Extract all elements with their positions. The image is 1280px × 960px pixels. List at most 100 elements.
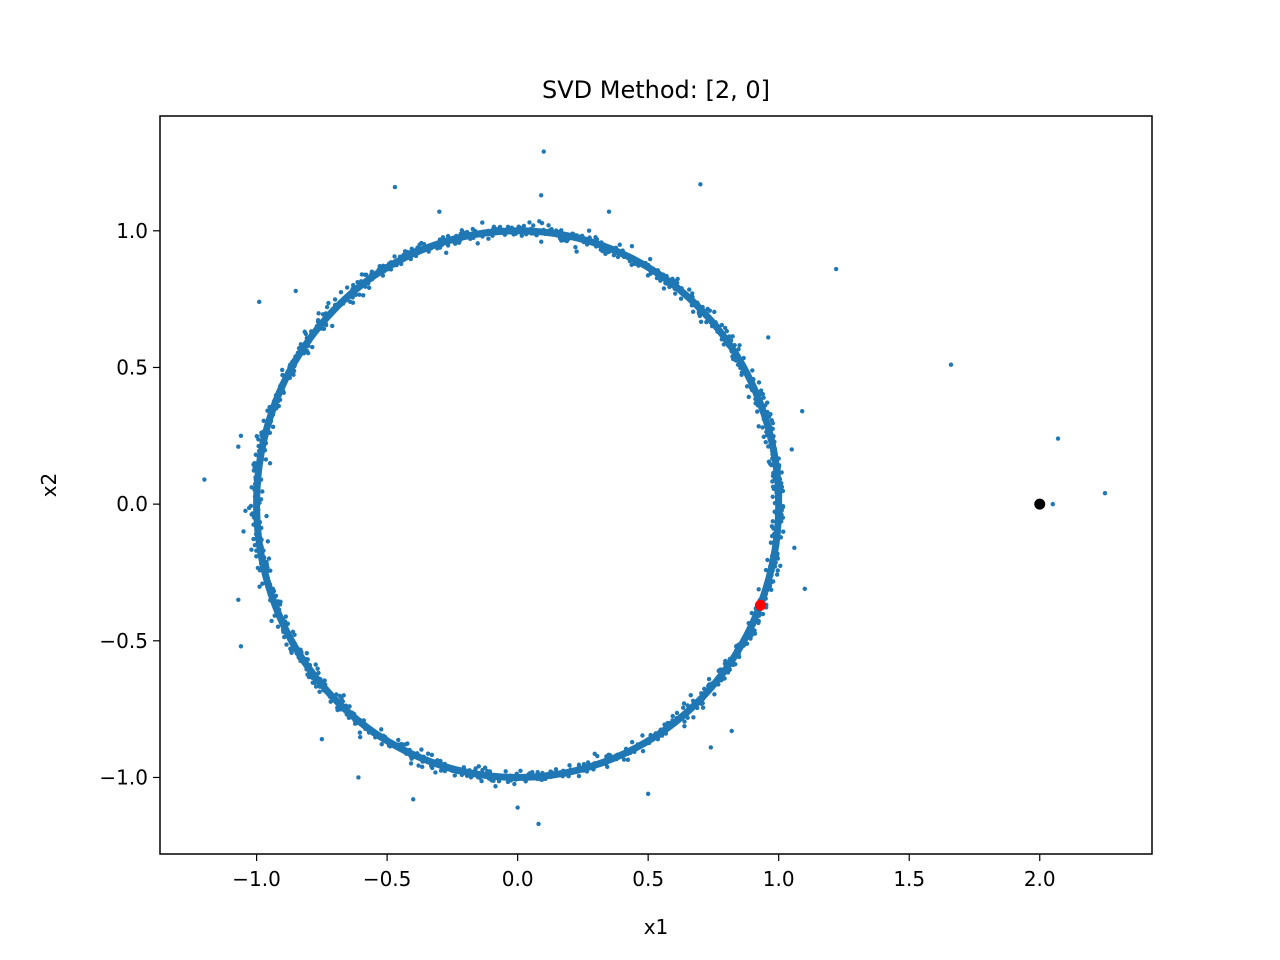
data-point xyxy=(621,757,627,762)
data-point xyxy=(253,452,258,457)
data-point xyxy=(452,773,457,778)
outlier-point xyxy=(257,299,262,305)
y-tick-label: −1.0 xyxy=(99,765,148,789)
data-point xyxy=(482,765,488,770)
outlier-point xyxy=(293,288,298,294)
data-point xyxy=(480,220,485,225)
data-point xyxy=(722,325,728,331)
outlier-point xyxy=(708,745,714,750)
data-point xyxy=(761,395,766,400)
data-point xyxy=(629,739,635,745)
data-point xyxy=(539,239,544,244)
data-point xyxy=(303,331,309,337)
data-point xyxy=(769,418,774,423)
data-point xyxy=(263,457,269,462)
data-point xyxy=(750,368,755,373)
data-series-ring xyxy=(202,149,1108,827)
data-point xyxy=(531,223,536,228)
data-point xyxy=(280,367,285,373)
data-point xyxy=(357,292,362,297)
data-point xyxy=(778,563,783,568)
outlier-point xyxy=(202,477,207,482)
data-point xyxy=(756,424,761,429)
data-point xyxy=(681,701,687,706)
data-point xyxy=(682,723,687,729)
data-point xyxy=(289,650,294,655)
data-point xyxy=(470,226,475,232)
data-point xyxy=(775,568,780,573)
outlier-point xyxy=(1050,501,1056,507)
data-point xyxy=(758,388,764,393)
data-point xyxy=(305,350,311,356)
data-point xyxy=(690,291,695,296)
data-point xyxy=(770,484,776,489)
y-tick-label: 0.0 xyxy=(116,492,148,516)
data-point xyxy=(292,632,297,637)
data-point xyxy=(347,704,352,709)
data-point xyxy=(768,412,773,417)
data-point xyxy=(629,243,635,249)
data-point xyxy=(260,489,265,494)
x-tick-label: 2.0 xyxy=(1024,867,1056,891)
data-point xyxy=(310,344,315,350)
data-point xyxy=(574,249,579,254)
data-point xyxy=(567,763,572,768)
data-point xyxy=(744,384,750,389)
y-axis-label: x2 xyxy=(37,473,61,498)
ring-band xyxy=(253,227,783,781)
data-point xyxy=(425,751,431,756)
data-point xyxy=(706,676,712,682)
data-point xyxy=(573,244,578,250)
data-point xyxy=(512,781,517,787)
data-point xyxy=(268,568,273,573)
data-point xyxy=(350,282,356,288)
data-point xyxy=(640,748,646,754)
black-marker-point xyxy=(1034,498,1046,510)
data-point xyxy=(705,306,710,312)
outlier-point xyxy=(541,149,546,154)
data-point xyxy=(605,764,610,770)
x-tick-label: 1.0 xyxy=(763,867,795,891)
data-point xyxy=(275,624,281,629)
data-point xyxy=(595,753,600,759)
outlier-point xyxy=(1102,491,1108,496)
data-point xyxy=(670,713,675,719)
data-point xyxy=(645,273,651,278)
data-point xyxy=(760,611,766,617)
data-point xyxy=(347,299,353,305)
y-tick-label: −0.5 xyxy=(99,629,148,653)
data-point xyxy=(266,556,272,561)
outlier-point xyxy=(236,597,241,602)
data-point xyxy=(737,343,742,348)
data-point xyxy=(284,642,289,647)
outlier-point xyxy=(645,791,651,797)
data-point xyxy=(392,254,397,259)
outlier-point xyxy=(437,209,442,214)
data-point xyxy=(527,220,532,225)
data-point xyxy=(647,256,653,262)
data-point xyxy=(429,752,435,758)
data-point xyxy=(264,513,269,519)
plot-area xyxy=(202,149,1108,827)
data-point xyxy=(405,741,410,746)
data-point xyxy=(317,689,322,694)
outlier-point xyxy=(319,737,325,742)
data-point xyxy=(770,579,776,584)
data-point xyxy=(265,539,271,544)
data-point xyxy=(768,540,774,545)
x-axis: −1.0 −0.5 0.0 0.5 1.0 1.5 2.0 xyxy=(232,854,1056,891)
data-point xyxy=(730,334,735,339)
data-point xyxy=(243,508,248,514)
data-point xyxy=(430,765,435,771)
data-point xyxy=(379,727,384,732)
data-point xyxy=(521,223,527,229)
data-point xyxy=(433,770,438,775)
data-point xyxy=(774,572,780,577)
data-point xyxy=(438,768,444,773)
data-point xyxy=(357,734,363,740)
data-point xyxy=(576,773,582,779)
data-point xyxy=(256,437,261,442)
outlier-point xyxy=(515,805,520,810)
data-point xyxy=(313,684,319,689)
data-point xyxy=(493,784,498,789)
